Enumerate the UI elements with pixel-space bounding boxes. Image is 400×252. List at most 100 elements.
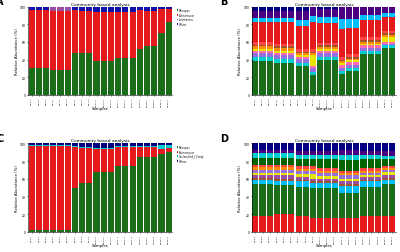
Bar	[317, 24, 323, 44]
Bar	[389, 152, 396, 156]
Bar	[360, 15, 366, 21]
Bar	[267, 12, 273, 19]
Bar	[303, 155, 309, 160]
Bar	[274, 47, 280, 49]
Bar	[288, 144, 294, 150]
Bar	[281, 45, 287, 47]
Bar	[389, 43, 396, 45]
Bar	[274, 52, 280, 53]
Bar	[375, 177, 381, 180]
Bar	[360, 182, 366, 187]
Bar	[346, 161, 352, 171]
Bar	[101, 149, 107, 172]
Bar	[353, 161, 359, 171]
Bar	[324, 18, 330, 24]
Bar	[382, 170, 388, 172]
Bar	[353, 59, 359, 61]
Bar	[324, 8, 330, 10]
Bar	[360, 41, 366, 43]
Bar	[281, 176, 287, 179]
Bar	[252, 23, 258, 43]
Bar	[360, 52, 366, 55]
Bar	[375, 21, 381, 38]
Bar	[79, 8, 85, 12]
Bar	[288, 59, 294, 64]
Bar	[108, 62, 114, 96]
Bar	[252, 144, 258, 150]
Bar	[346, 182, 352, 184]
Bar	[317, 169, 323, 171]
Bar	[353, 193, 359, 218]
Bar	[389, 169, 396, 170]
X-axis label: Samples: Samples	[92, 107, 108, 111]
Bar	[382, 46, 388, 49]
Bar	[332, 8, 338, 10]
Bar	[28, 230, 35, 232]
Bar	[332, 18, 338, 24]
Bar	[72, 8, 78, 11]
Bar	[310, 56, 316, 67]
Bar	[94, 8, 100, 13]
Bar	[260, 150, 266, 153]
Bar	[310, 52, 316, 54]
Bar	[274, 150, 280, 153]
Bar	[317, 144, 323, 151]
Bar	[375, 8, 381, 15]
Bar	[267, 168, 273, 170]
Bar	[260, 216, 266, 232]
Bar	[137, 144, 143, 146]
Bar	[389, 176, 396, 178]
Bar	[303, 175, 309, 177]
Bar	[58, 144, 64, 146]
Bar	[260, 158, 266, 165]
Bar	[339, 64, 345, 66]
Bar	[353, 179, 359, 182]
Bar	[303, 27, 309, 50]
Bar	[72, 188, 78, 232]
Bar	[252, 50, 258, 52]
Bar	[303, 180, 309, 182]
Bar	[260, 174, 266, 176]
Bar	[158, 34, 164, 96]
Bar	[252, 165, 258, 168]
Bar	[360, 45, 366, 46]
Bar	[346, 186, 352, 193]
Bar	[158, 149, 164, 154]
Bar	[382, 32, 388, 34]
Bar	[310, 54, 316, 56]
Bar	[303, 160, 309, 167]
Bar	[360, 43, 366, 45]
Bar	[267, 144, 273, 150]
Bar	[360, 187, 366, 216]
Bar	[252, 176, 258, 178]
Bar	[281, 59, 287, 64]
Bar	[353, 218, 359, 232]
Bar	[353, 144, 359, 150]
Bar	[151, 157, 157, 232]
Bar	[332, 48, 338, 50]
Bar	[353, 61, 359, 63]
Bar	[353, 55, 359, 57]
Bar	[288, 49, 294, 52]
Bar	[281, 52, 287, 53]
Bar	[368, 15, 374, 21]
Bar	[382, 8, 388, 14]
Bar	[303, 21, 309, 27]
Bar	[288, 53, 294, 56]
X-axis label: Samples: Samples	[316, 243, 332, 247]
Bar	[296, 160, 302, 167]
Bar	[166, 148, 172, 153]
Bar	[317, 171, 323, 173]
Bar	[267, 178, 273, 180]
Bar	[122, 146, 128, 147]
Bar	[94, 62, 100, 96]
Bar	[368, 176, 374, 177]
Bar	[375, 182, 381, 187]
Bar	[267, 170, 273, 174]
Bar	[324, 155, 330, 160]
Bar	[260, 184, 266, 216]
Bar	[267, 180, 273, 184]
Bar	[382, 176, 388, 178]
Bar	[166, 144, 172, 146]
Bar	[94, 148, 100, 149]
